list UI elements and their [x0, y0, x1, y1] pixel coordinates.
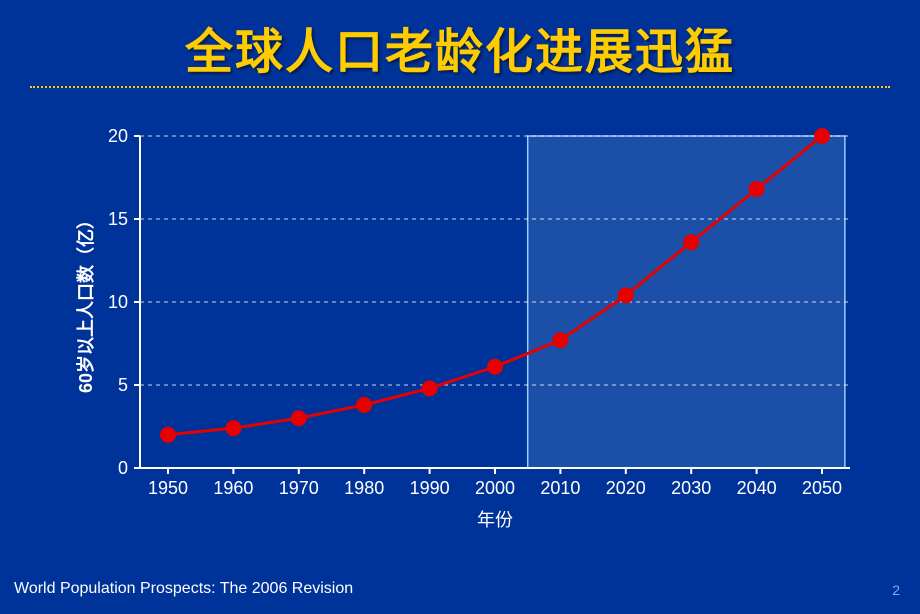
- page-number: 2: [892, 582, 900, 598]
- x-tick-label: 2040: [737, 478, 777, 498]
- y-tick-label: 10: [108, 292, 128, 312]
- data-point: [552, 332, 568, 348]
- data-point: [487, 359, 503, 375]
- x-tick-label: 1990: [410, 478, 450, 498]
- data-point: [291, 410, 307, 426]
- x-tick-label: 1970: [279, 478, 319, 498]
- x-tick-label: 1980: [344, 478, 384, 498]
- x-tick-label: 2050: [802, 478, 842, 498]
- x-tick-label: 1960: [213, 478, 253, 498]
- source-citation: World Population Prospects: The 2006 Rev…: [14, 580, 353, 598]
- data-point: [814, 128, 830, 144]
- y-axis-label: 60岁以上人口数（亿）: [75, 211, 96, 393]
- x-axis-label: 年份: [477, 510, 513, 530]
- y-tick-label: 15: [108, 209, 128, 229]
- title-underline: [30, 86, 890, 88]
- data-point: [160, 427, 176, 443]
- x-tick-label: 2020: [606, 478, 646, 498]
- x-tick-label: 1950: [148, 478, 188, 498]
- data-point: [618, 287, 634, 303]
- data-point: [749, 181, 765, 197]
- line-chart: 0 5 10 15 20 1950 1960 1970 1980 1990 2000 2010 2020…: [70, 118, 870, 548]
- y-tick-label: 0: [118, 458, 128, 478]
- data-point: [225, 420, 241, 436]
- data-point: [422, 380, 438, 396]
- chart-container: 0 5 10 15 20 1950 1960 1970 1980 1990 2000 2010 2020…: [70, 118, 870, 548]
- data-point: [356, 397, 372, 413]
- y-tick-label: 20: [108, 126, 128, 146]
- slide-title: 全球人口老龄化进展迅猛: [0, 12, 920, 82]
- y-tick-label: 5: [118, 375, 128, 395]
- x-tick-label: 2010: [540, 478, 580, 498]
- x-tick-label: 2000: [475, 478, 515, 498]
- data-point: [683, 234, 699, 250]
- x-tick-label: 2030: [671, 478, 711, 498]
